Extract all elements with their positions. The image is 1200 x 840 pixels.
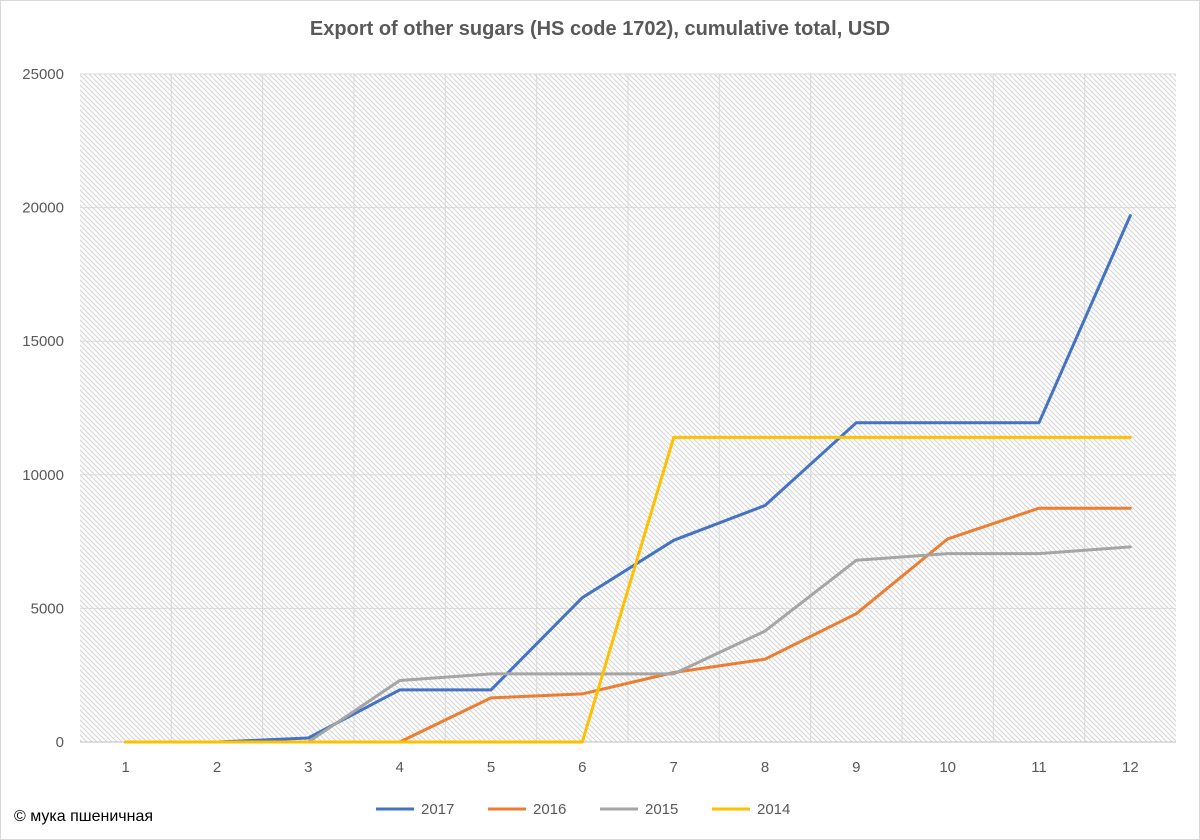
gridlines bbox=[80, 73, 1176, 742]
x-tick-label: 4 bbox=[395, 759, 403, 776]
x-tick-label: 6 bbox=[578, 759, 586, 776]
x-tick-label: 2 bbox=[213, 759, 221, 776]
x-tick-label: 5 bbox=[487, 759, 495, 776]
legend-label: 2015 bbox=[645, 801, 678, 818]
chart-title: Export of other sugars (HS code 1702), c… bbox=[309, 18, 891, 40]
x-tick-label: 3 bbox=[304, 759, 312, 776]
x-tick-label: 9 bbox=[852, 759, 860, 776]
legend: 2017 2016 2015 2014 bbox=[376, 801, 790, 818]
x-tick-label: 10 bbox=[939, 759, 956, 776]
x-tick-label: 12 bbox=[1122, 759, 1139, 776]
y-tick-label: 15000 bbox=[22, 333, 64, 350]
x-tick-label: 1 bbox=[121, 759, 129, 776]
legend-label: 2017 bbox=[421, 801, 454, 818]
y-tick-label: 25000 bbox=[22, 66, 64, 83]
y-tick-label: 20000 bbox=[22, 200, 64, 217]
series-line-2017 bbox=[124, 214, 1132, 744]
y-tick-label: 0 bbox=[56, 734, 64, 751]
y-tick-label: 10000 bbox=[22, 467, 64, 484]
legend-label: 2014 bbox=[757, 801, 790, 818]
y-tick-label: 5000 bbox=[31, 600, 64, 617]
x-tick-label: 11 bbox=[1031, 759, 1047, 776]
series-lines bbox=[124, 214, 1132, 744]
legend-label: 2016 bbox=[533, 801, 566, 818]
x-tick-label: 7 bbox=[669, 759, 677, 776]
x-tick-label: 8 bbox=[761, 759, 769, 776]
copyright-text: © мука пшеничная bbox=[14, 808, 154, 825]
series-line-2014 bbox=[124, 435, 1132, 744]
